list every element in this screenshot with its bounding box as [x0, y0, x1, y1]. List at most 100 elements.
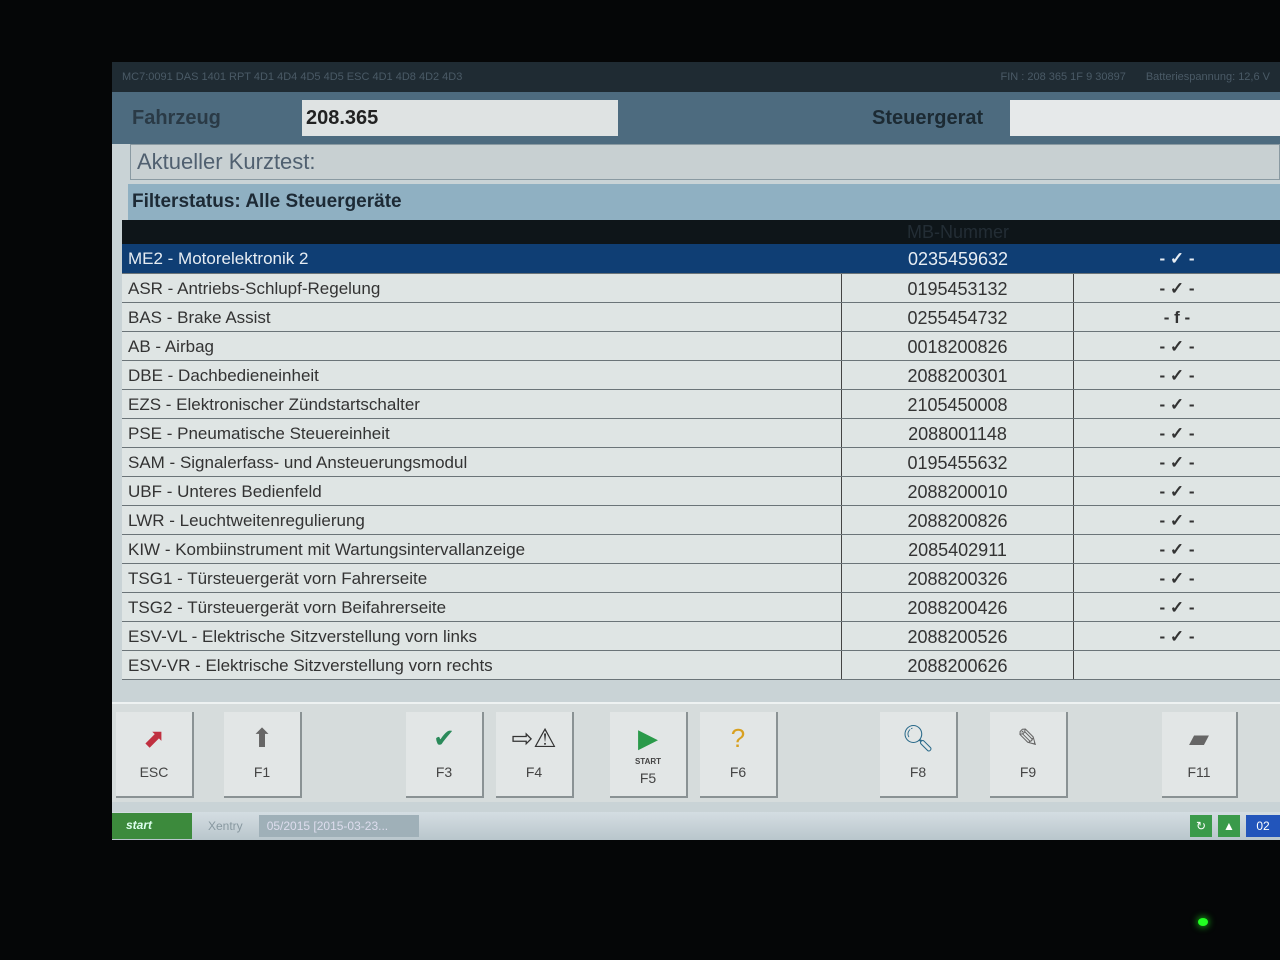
title-info: MC7:0091 DAS 1401 RPT 4D1 4D4 4D5 4D5 ES… — [122, 71, 463, 83]
table-row[interactable]: EZS - Elektronischer Zündstartschalter 21… — [122, 390, 1280, 419]
table-row[interactable]: TSG2 - Türsteuergerät vorn Beifahrerseit… — [122, 593, 1280, 622]
checkmark-icon: ✔ — [433, 723, 455, 753]
status-cell: - f - — [1163, 308, 1191, 327]
function-key-label: F5 — [639, 770, 657, 786]
table-row[interactable]: KIW - Kombiinstrument mit Wartungsinterv… — [122, 535, 1280, 564]
function-key-f3[interactable]: ✔ F3 — [406, 712, 484, 798]
table-row[interactable]: SAM - Signalerfass- und Ansteuerungsmodu… — [122, 448, 1280, 477]
table-row[interactable]: BAS - Brake Assist 0255454732 - f - — [122, 303, 1280, 332]
vehicle-header: Fahrzeug Steuergerat — [112, 92, 1280, 144]
ecu-field[interactable] — [1010, 100, 1280, 136]
ecu-name: ME2 - Motorelektronik 2 — [128, 249, 309, 268]
status-cell — [1074, 651, 1280, 679]
mb-number: 2088200010 — [842, 477, 1074, 505]
table-header: MB-Nummer — [122, 220, 1280, 244]
ecu-name: BAS - Brake Assist — [122, 303, 842, 331]
header-mb-number: MB-Nummer — [907, 222, 1009, 242]
mb-number: 0018200826 — [842, 332, 1074, 360]
function-key-label: F1 — [253, 764, 271, 780]
header-name — [122, 220, 842, 244]
header-status — [1074, 220, 1280, 244]
ecu-table: MB-Nummer ME2 - Motorelektronik 2 0235459… — [122, 220, 1280, 680]
function-key-label: F4 — [525, 764, 543, 780]
mb-number: 0255454732 — [842, 303, 1074, 331]
taskbar: start Xentry 05/2015 [2015-03-23... ↻ ▲ … — [112, 812, 1280, 840]
taskbar-item-active[interactable]: 05/2015 [2015-03-23... — [258, 815, 419, 837]
status-cell: - ✓ - — [1159, 424, 1195, 443]
table-row[interactable]: PSE - Pneumatische Steuereinheit 20880011… — [122, 419, 1280, 448]
function-key-label: F8 — [909, 764, 927, 780]
ecu-name: ESV-VR - Elektrische Sitzverstellung vor… — [122, 651, 842, 679]
status-cell: - ✓ - — [1159, 453, 1195, 472]
vehicle-field[interactable] — [302, 100, 618, 136]
table-row[interactable]: ASR - Antriebs-Schlupf-Regelung 019545313… — [122, 274, 1280, 303]
ecu-name: LWR - Leuchtweitenregulierung — [122, 506, 842, 534]
vehicle-label: Fahrzeug — [132, 106, 221, 129]
filter-status: Filterstatus: Alle Steuergeräte — [128, 184, 1280, 220]
mb-number: 2088200426 — [842, 593, 1074, 621]
mb-number: 2088200626 — [842, 651, 1074, 679]
ecu-name: KIW - Kombiinstrument mit Wartungsinterv… — [122, 535, 842, 563]
status-cell: - ✓ - — [1159, 366, 1195, 385]
function-key-label: F3 — [435, 764, 453, 780]
function-key-esc[interactable]: ⬈ ESC — [116, 712, 194, 798]
kurztest-bar: Aktueller Kurztest: — [130, 144, 1280, 180]
power-led — [1198, 918, 1208, 926]
ecu-label: Steuergerat — [872, 106, 984, 129]
table-row[interactable]: LWR - Leuchtweitenregulierung 2088200826 -… — [122, 506, 1280, 535]
function-key-f9[interactable]: ✎ F9 — [990, 712, 1068, 798]
status-cell: - ✓ - — [1159, 569, 1195, 588]
mb-number: 0235459632 — [907, 249, 1009, 269]
arrow-up-icon: ⬆ — [251, 723, 273, 753]
start-button[interactable]: start — [112, 813, 192, 839]
taskbar-item-xentry[interactable]: Xentry — [208, 819, 243, 833]
table-row[interactable]: ME2 - Motorelektronik 2 0235459632 - ✓ - — [122, 244, 1280, 274]
status-cell: - ✓ - — [1159, 279, 1195, 298]
table-row[interactable]: TSG1 - Türsteuergerät vorn Fahrerseite 20… — [122, 564, 1280, 593]
function-key-f1[interactable]: ⬆ F1 — [224, 712, 302, 798]
ecu-name: EZS - Elektronischer Zündstartschalter — [122, 390, 842, 418]
transfer-warning-icon: ⇨⚠ — [511, 723, 557, 753]
mb-number: 0195455632 — [842, 448, 1074, 476]
function-key-f8[interactable]: 🔍︎ F8 — [880, 712, 958, 798]
function-key-f11[interactable]: ▰ F11 — [1162, 712, 1238, 798]
tray-badge[interactable]: 02 — [1246, 815, 1280, 837]
eraser-icon: ▰ — [1189, 723, 1209, 753]
ecu-name: TSG2 - Türsteuergerät vorn Beifahrerseit… — [122, 593, 842, 621]
ecu-name: UBF - Unteres Bedienfeld — [122, 477, 842, 505]
table-row[interactable]: DBE - Dachbedieneinheit 2088200301 - ✓ - — [122, 361, 1280, 390]
system-tray: ↻ ▲ 02 — [1190, 815, 1280, 837]
ecu-name: PSE - Pneumatische Steuereinheit — [122, 419, 842, 447]
mb-number: 2088001148 — [842, 419, 1074, 447]
help-icon: ? — [730, 723, 746, 753]
tray-icon[interactable]: ▲ — [1218, 815, 1240, 837]
function-key-f4[interactable]: ⇨⚠ F4 — [496, 712, 574, 798]
status-cell: - ✓ - — [1159, 627, 1195, 646]
start-label: START — [634, 757, 662, 766]
ecu-name: TSG1 - Türsteuergerät vorn Fahrerseite — [122, 564, 842, 592]
mb-number: 0195453132 — [842, 274, 1074, 302]
function-key-label: F11 — [1187, 764, 1211, 780]
function-key-bar: ⬈ ESC ⬆ F1 ✔ F3 ⇨⚠ F4 ▶ START F5? F6 🔍︎ F8 ✎ F9 ▰ F11 — [112, 702, 1280, 802]
table-row[interactable]: AB - Airbag 0018200826 - ✓ - — [122, 332, 1280, 361]
status-cell: - ✓ - — [1159, 395, 1195, 414]
function-key-f5[interactable]: ▶ START F5 — [610, 712, 688, 798]
tray-icon[interactable]: ↻ — [1190, 815, 1212, 837]
magnifier-icon: 🔍︎ — [901, 723, 935, 753]
status-cell: - ✓ - — [1159, 540, 1195, 559]
function-key-f6[interactable]: ? F6 — [700, 712, 778, 798]
battery-text: Batteriespannung: 12,6 V — [1145, 71, 1270, 83]
table-row[interactable]: UBF - Unteres Bedienfeld 2088200010 - ✓ - — [122, 477, 1280, 506]
mb-number: 2088200301 — [842, 361, 1074, 389]
function-key-label: F9 — [1019, 764, 1037, 780]
ecu-name: AB - Airbag — [122, 332, 842, 360]
status-cell: - ✓ - — [1159, 337, 1195, 356]
ecu-name: ASR - Antriebs-Schlupf-Regelung — [122, 274, 842, 302]
table-row[interactable]: ESV-VL - Elektrische Sitzverstellung vor… — [122, 622, 1280, 651]
screen: MC7:0091 DAS 1401 RPT 4D1 4D4 4D5 4D5 ES… — [112, 62, 1280, 840]
ecu-name: ESV-VL - Elektrische Sitzverstellung vor… — [122, 622, 842, 650]
mb-number: 2085402911 — [842, 535, 1074, 563]
ecu-name: SAM - Signalerfass- und Ansteuerungsmodu… — [122, 448, 842, 476]
table-row[interactable]: ESV-VR - Elektrische Sitzverstellung vor… — [122, 651, 1280, 680]
ecu-name: DBE - Dachbedieneinheit — [122, 361, 842, 389]
